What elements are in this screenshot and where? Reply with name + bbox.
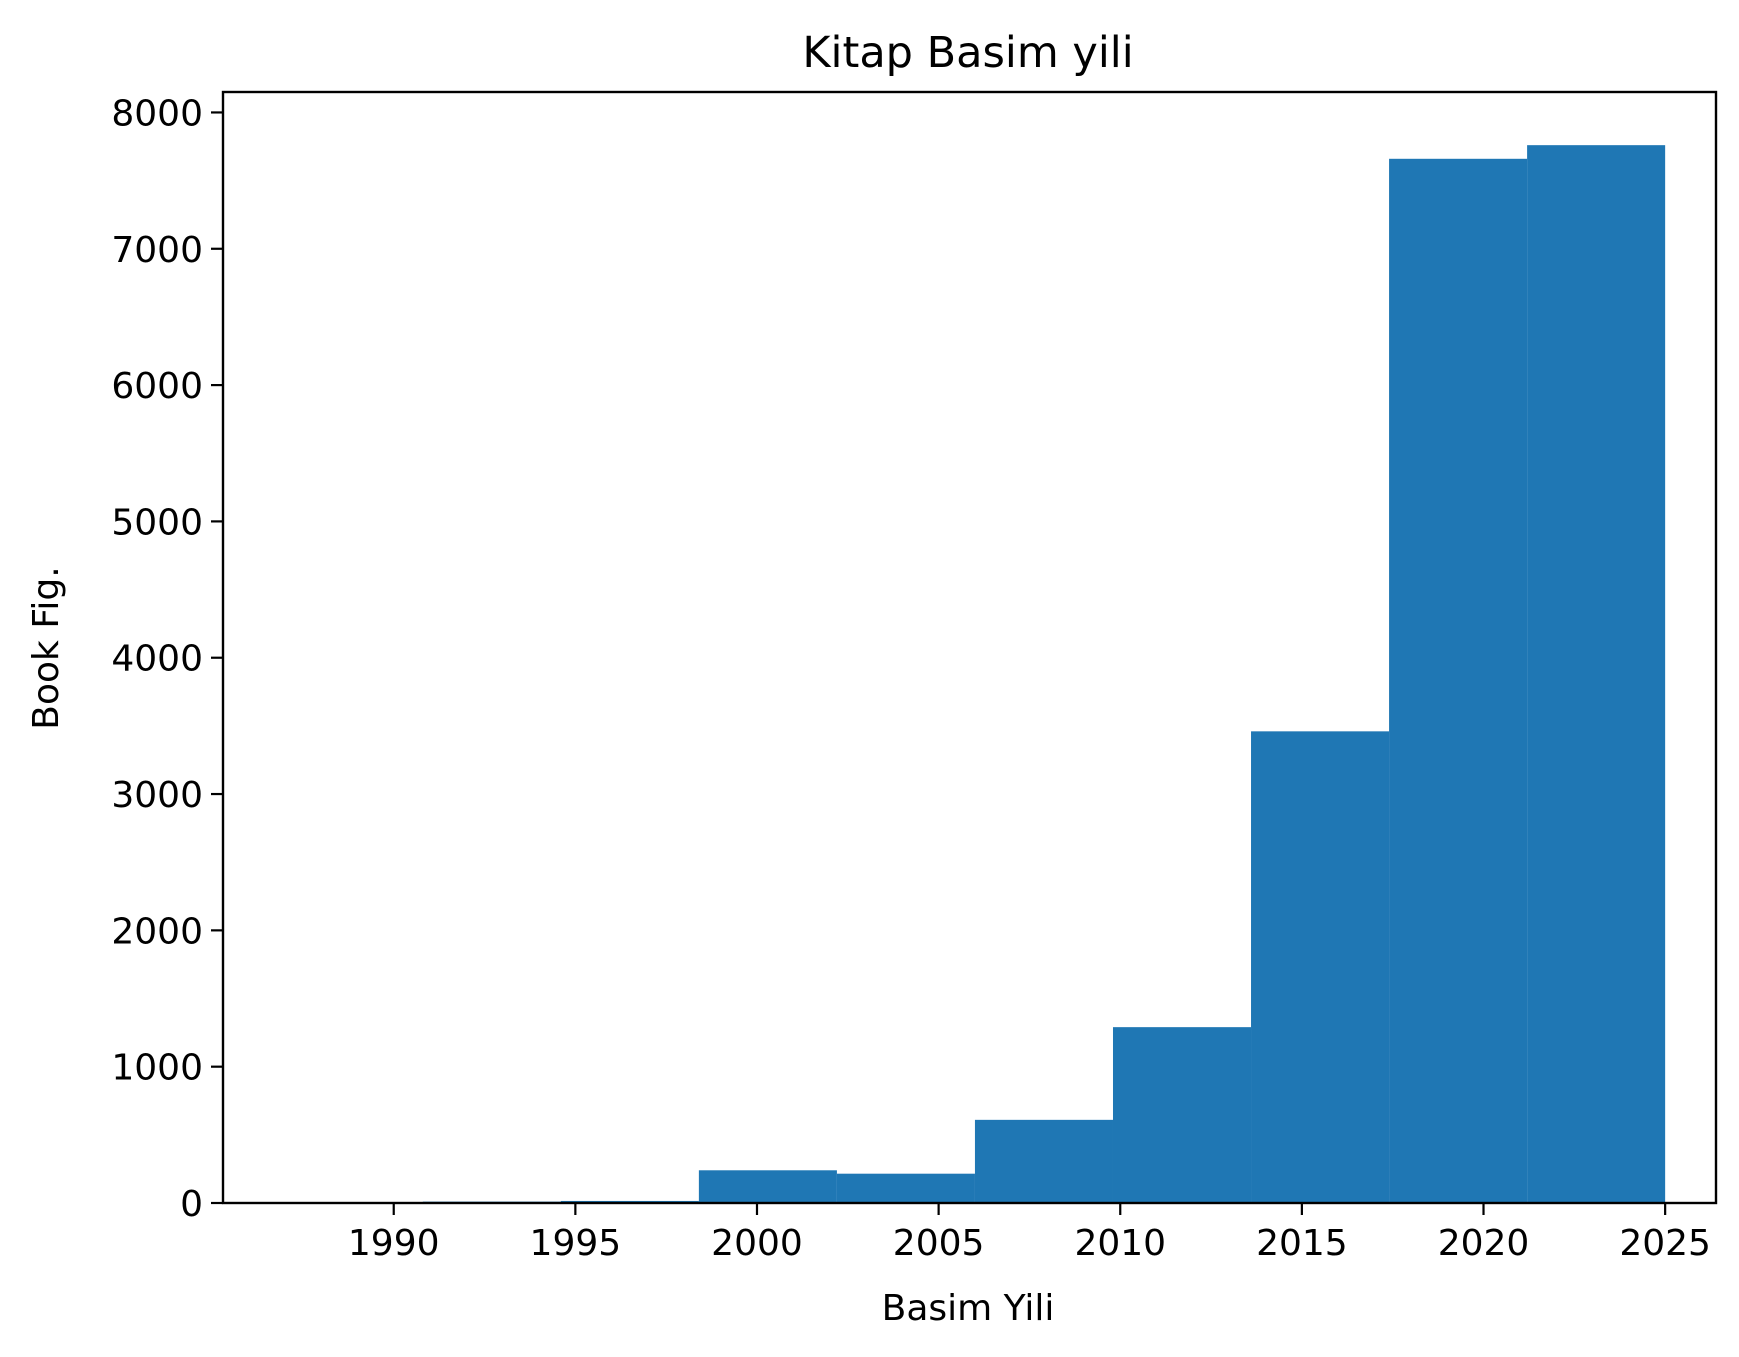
y-tick-label: 1000 xyxy=(111,1048,203,1089)
y-tick-label: 5000 xyxy=(111,502,203,543)
y-tick-label: 6000 xyxy=(111,366,203,407)
x-tick-label: 2025 xyxy=(1619,1223,1711,1264)
y-axis-label: Book Fig. xyxy=(26,566,67,729)
bars-group xyxy=(422,145,1666,1203)
histogram-bar-9 xyxy=(1527,145,1666,1203)
y-tick-label: 2000 xyxy=(111,911,203,952)
x-axis-label: Basim Yili xyxy=(882,1288,1055,1329)
x-tick-label: 2005 xyxy=(893,1223,985,1264)
histogram-bar-7 xyxy=(1251,731,1390,1203)
chart-title: Kitap Basim yili xyxy=(802,28,1133,78)
x-tick-label: 2000 xyxy=(711,1223,803,1264)
histogram-bar-6 xyxy=(1112,1027,1252,1203)
histogram-bar-8 xyxy=(1389,158,1528,1203)
y-tick-label: 7000 xyxy=(111,230,203,271)
y-axis: 0 1000 2000 3000 4000 5000 6000 7000 8000 xyxy=(111,93,223,1225)
x-tick-label: 2015 xyxy=(1256,1223,1348,1264)
x-axis: 1990 1995 2000 2005 2010 2015 2020 2025 xyxy=(348,1203,1711,1264)
y-tick-label: 0 xyxy=(180,1184,203,1225)
x-tick-label: 2010 xyxy=(1074,1223,1166,1264)
y-tick-label: 8000 xyxy=(111,93,203,134)
x-tick-label: 1995 xyxy=(530,1223,622,1264)
y-tick-label: 4000 xyxy=(111,639,203,680)
plot-frame xyxy=(221,90,1718,1205)
y-tick-label: 3000 xyxy=(111,775,203,816)
histogram-bar-3 xyxy=(698,1170,837,1203)
histogram-bar-4 xyxy=(836,1173,975,1203)
histogram-bar-5 xyxy=(974,1119,1113,1203)
x-tick-label: 1990 xyxy=(348,1223,440,1264)
x-tick-label: 2020 xyxy=(1438,1223,1530,1264)
